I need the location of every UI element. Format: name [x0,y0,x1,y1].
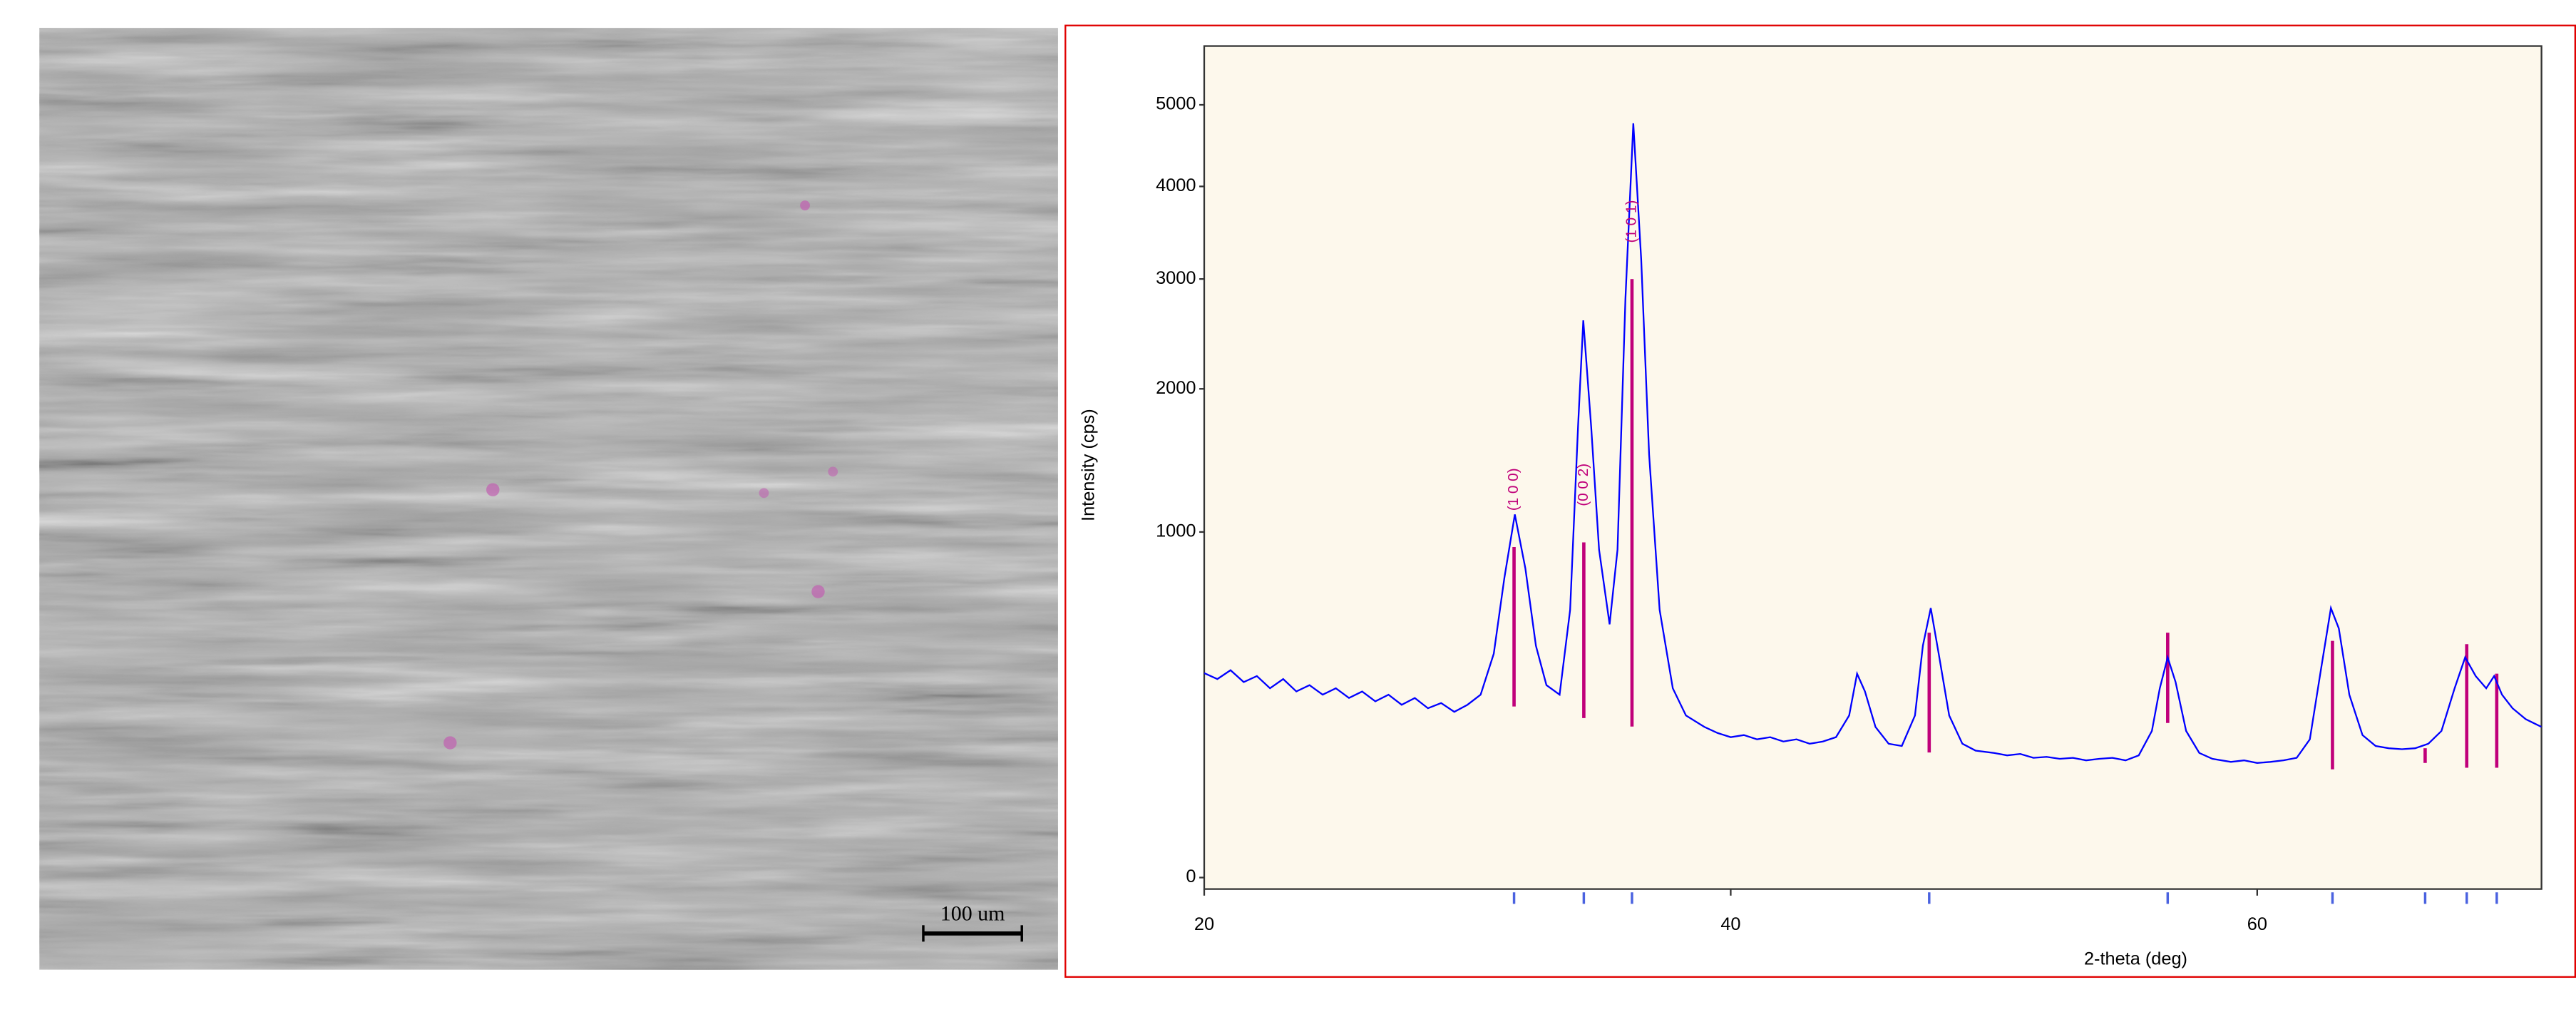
y-tick-label: 0 [1186,867,1196,886]
x-tick-label: 60 [2247,914,2267,934]
inclusion [811,585,825,598]
x-tick-label: 40 [1720,914,1740,934]
inclusion [828,466,838,477]
micrograph: 100 um [39,28,1058,970]
peak-label: (1 0 1) [1623,200,1639,243]
micrograph-texture [39,28,1058,970]
data-line [1204,123,2542,764]
inclusion [800,200,810,210]
y-tick-label: 2000 [1156,378,1196,398]
peak-label: (1 0 0) [1505,468,1522,511]
plot-area [1203,45,2542,890]
x-axis-label: 2-theta (deg) [2084,949,2187,969]
y-axis-label: Intensity (cps) [1079,409,1099,521]
plot-content [1204,123,2542,770]
scale-bar-label: 100 um [940,901,1005,925]
y-tick-label: 3000 [1156,268,1196,288]
x-tick-label: 20 [1194,914,1214,934]
y-tick-label: 5000 [1156,94,1196,114]
inclusion [443,736,457,750]
peak-label: (0 0 2) [1575,464,1591,506]
y-tick-label: 4000 [1156,175,1196,195]
inclusion [486,483,500,496]
y-tick-label: 1000 [1156,521,1196,541]
inclusion [759,488,769,499]
